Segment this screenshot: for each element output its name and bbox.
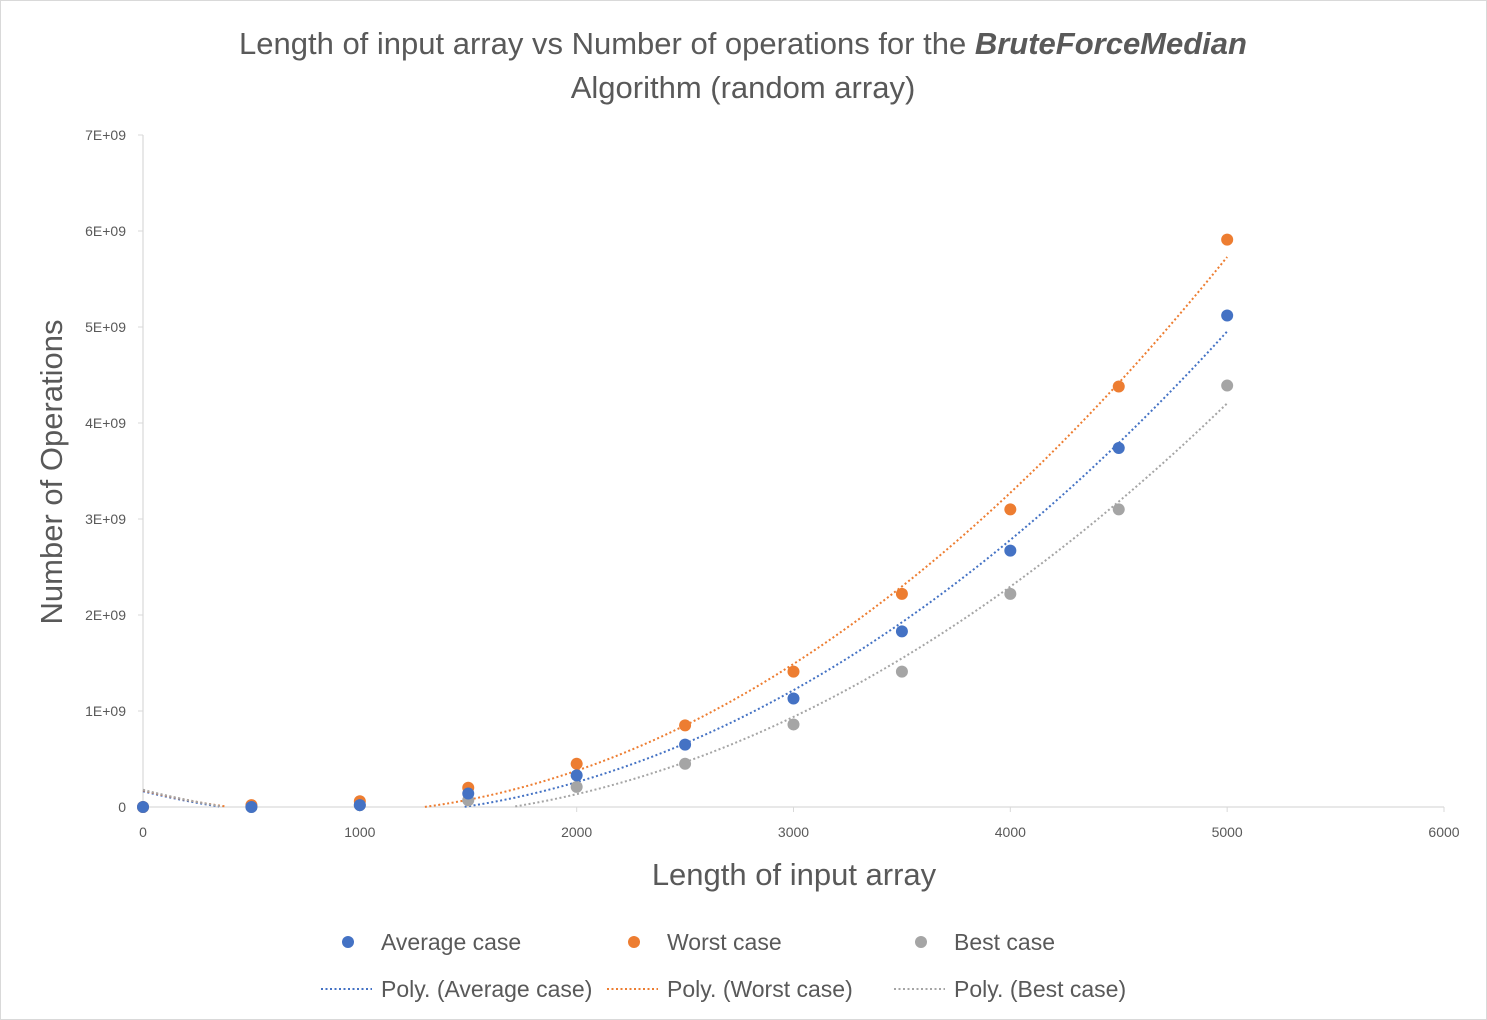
- point-worst-case: [570, 757, 583, 770]
- point-worst-case: [895, 587, 908, 600]
- chart-title-algorithm-name: BruteForceMedian: [975, 26, 1247, 61]
- y-tick-label: 0: [118, 799, 126, 815]
- point-average-case: [1221, 309, 1234, 322]
- chart-title-line2: Algorithm (random array): [571, 70, 916, 105]
- trendline-average-case: [142, 330, 1228, 808]
- legend: Average case Worst case Best case Poly. (Av…: [321, 929, 1126, 1002]
- point-worst-case: [1004, 503, 1017, 516]
- y-tick-label: 6E+09: [85, 223, 126, 239]
- x-tick-label: 0: [139, 824, 147, 840]
- point-average-case: [137, 801, 149, 813]
- point-best-case: [895, 665, 908, 678]
- data-points: [137, 233, 1234, 813]
- legend-label-poly-average-case: Poly. (Average case): [381, 976, 592, 1002]
- point-average-case: [353, 799, 366, 812]
- point-best-case: [1004, 587, 1017, 600]
- point-average-case: [570, 769, 583, 782]
- point-average-case: [895, 625, 908, 638]
- x-tick-label: 4000: [995, 824, 1026, 840]
- y-tick-label: 1E+09: [85, 703, 126, 719]
- point-worst-case: [1221, 233, 1234, 246]
- point-best-case: [1112, 503, 1125, 516]
- x-tick-label: 1000: [344, 824, 375, 840]
- y-tick-label: 7E+09: [85, 127, 126, 143]
- y-tick-label: 2E+09: [85, 607, 126, 623]
- legend-marker-worst-case: [628, 936, 640, 948]
- trendlines: [142, 256, 1228, 808]
- point-worst-case: [1112, 380, 1125, 393]
- point-average-case: [1004, 544, 1017, 557]
- point-best-case: [679, 757, 692, 770]
- y-tick-label: 4E+09: [85, 415, 126, 431]
- point-average-case: [679, 738, 692, 751]
- y-tick-label: 3E+09: [85, 511, 126, 527]
- y-axis-title: Number of Operations: [34, 320, 69, 625]
- point-average-case: [245, 801, 258, 813]
- point-worst-case: [679, 719, 692, 732]
- y-axis-ticks: 0 1E+09 2E+09 3E+09 4E+09 5E+09 6E+09 7E+09: [85, 127, 143, 815]
- x-tick-label: 3000: [778, 824, 809, 840]
- chart-title-line1: Length of input array vs Number of opera…: [239, 26, 1247, 61]
- legend-label-worst-case: Worst case: [667, 929, 782, 955]
- y-tick-label: 5E+09: [85, 319, 126, 335]
- x-axis-title: Length of input array: [652, 857, 937, 892]
- axes: [142, 135, 1444, 808]
- legend-label-average-case: Average case: [381, 929, 521, 955]
- point-average-case: [462, 787, 475, 800]
- x-tick-label: 5000: [1212, 824, 1243, 840]
- point-best-case: [1221, 379, 1234, 392]
- legend-label-poly-worst-case: Poly. (Worst case): [667, 976, 853, 1002]
- legend-marker-best-case: [915, 936, 927, 948]
- chart-title-text: Length of input array vs Number of opera…: [239, 26, 975, 61]
- legend-marker-average-case: [342, 936, 354, 948]
- trendline-best-case: [142, 402, 1228, 808]
- legend-label-poly-best-case: Poly. (Best case): [954, 976, 1126, 1002]
- x-tick-label: 6000: [1428, 824, 1459, 840]
- legend-label-best-case: Best case: [954, 929, 1055, 955]
- x-axis-ticks: 0 1000 2000 3000 4000 5000 6000: [139, 807, 1460, 840]
- point-average-case: [1112, 441, 1125, 454]
- x-tick-label: 2000: [561, 824, 592, 840]
- point-best-case: [787, 718, 800, 731]
- point-worst-case: [787, 665, 800, 678]
- point-best-case: [570, 780, 583, 793]
- point-average-case: [787, 692, 800, 705]
